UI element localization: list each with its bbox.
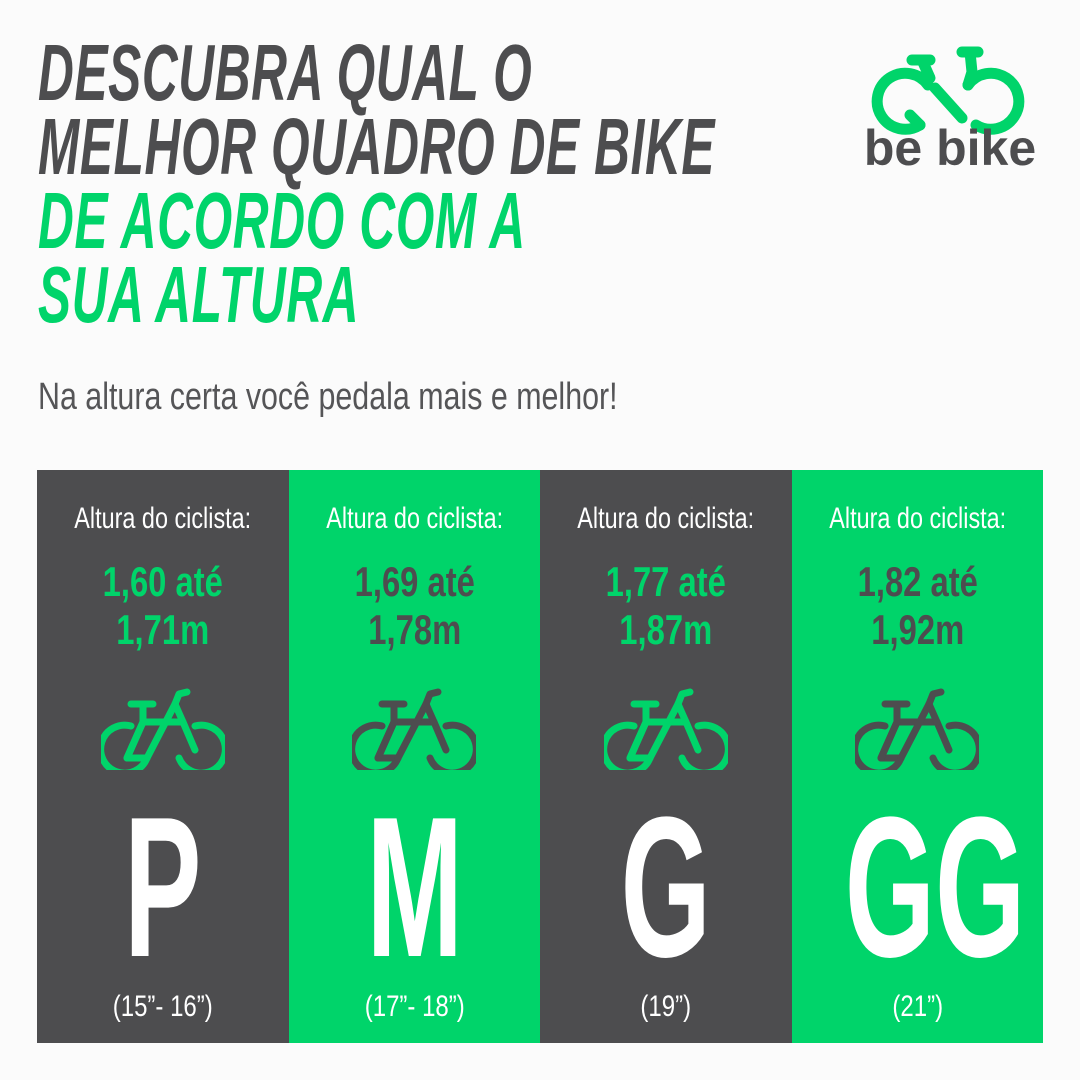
bicycle-icon bbox=[855, 688, 980, 770]
height-range-from: 1,60 até bbox=[102, 558, 223, 605]
height-range-from: 1,82 até bbox=[857, 558, 978, 605]
height-range: 1,69 até 1,78m bbox=[316, 558, 512, 654]
bicycle-icon bbox=[100, 688, 225, 770]
height-range: 1,82 até 1,92m bbox=[819, 558, 1015, 654]
headline: DESCUBRA QUAL O MELHOR QUADRO DE BIKE DE… bbox=[38, 28, 1080, 339]
height-range: 1,77 até 1,87m bbox=[568, 558, 764, 654]
frame-size-inches: (15”- 16”) bbox=[112, 990, 213, 1023]
height-range-to: 1,87m bbox=[619, 606, 713, 653]
be-bike-logo: be bike bbox=[850, 30, 1050, 176]
frame-size-inches: (21”) bbox=[891, 990, 943, 1023]
headline-line-3: DE ACORDO COM A bbox=[38, 176, 526, 265]
bicycle-icon bbox=[603, 688, 728, 770]
height-range-from: 1,69 até bbox=[354, 558, 475, 605]
headline-line-4: SUA ALTURA bbox=[38, 250, 360, 339]
frame-size-inches: (19”) bbox=[640, 990, 692, 1023]
bicycle-icon bbox=[352, 688, 477, 770]
size-column-gg: Altura do ciclista: 1,82 até 1,92m GG (2… bbox=[791, 470, 1043, 1043]
size-column-m: Altura do ciclista: 1,69 até 1,78m M (17… bbox=[288, 470, 540, 1043]
frame-size-letter: P bbox=[124, 776, 202, 999]
headline-line-2: MELHOR QUADRO DE BIKE bbox=[38, 102, 716, 191]
frame-size-letter: M bbox=[365, 776, 463, 999]
bike-infinity-icon: be bike bbox=[864, 46, 1036, 176]
height-range-to: 1,78m bbox=[367, 606, 461, 653]
height-label: Altura do ciclista: bbox=[577, 502, 755, 535]
height-range-to: 1,92m bbox=[870, 606, 964, 653]
size-chart: Altura do ciclista: 1,60 até 1,71m P (15… bbox=[37, 470, 1043, 1043]
height-range: 1,60 até 1,71m bbox=[65, 558, 261, 654]
height-label: Altura do ciclista: bbox=[325, 502, 503, 535]
logo-wordmark: be bike bbox=[864, 120, 1036, 175]
height-range-to: 1,71m bbox=[116, 606, 210, 653]
frame-size-inches: (17”- 18”) bbox=[364, 990, 465, 1023]
frame-size-letter: GG bbox=[844, 776, 1025, 999]
size-column-g: Altura do ciclista: 1,77 até 1,87m G (19… bbox=[540, 470, 792, 1043]
subtitle: Na altura certa você pedala mais e melho… bbox=[38, 376, 618, 418]
frame-size-letter: G bbox=[620, 776, 711, 999]
size-column-p: Altura do ciclista: 1,60 até 1,71m P (15… bbox=[37, 470, 289, 1043]
headline-line-1: DESCUBRA QUAL O bbox=[38, 28, 533, 117]
height-label: Altura do ciclista: bbox=[828, 502, 1006, 535]
height-range-from: 1,77 até bbox=[605, 558, 726, 605]
height-label: Altura do ciclista: bbox=[74, 502, 252, 535]
